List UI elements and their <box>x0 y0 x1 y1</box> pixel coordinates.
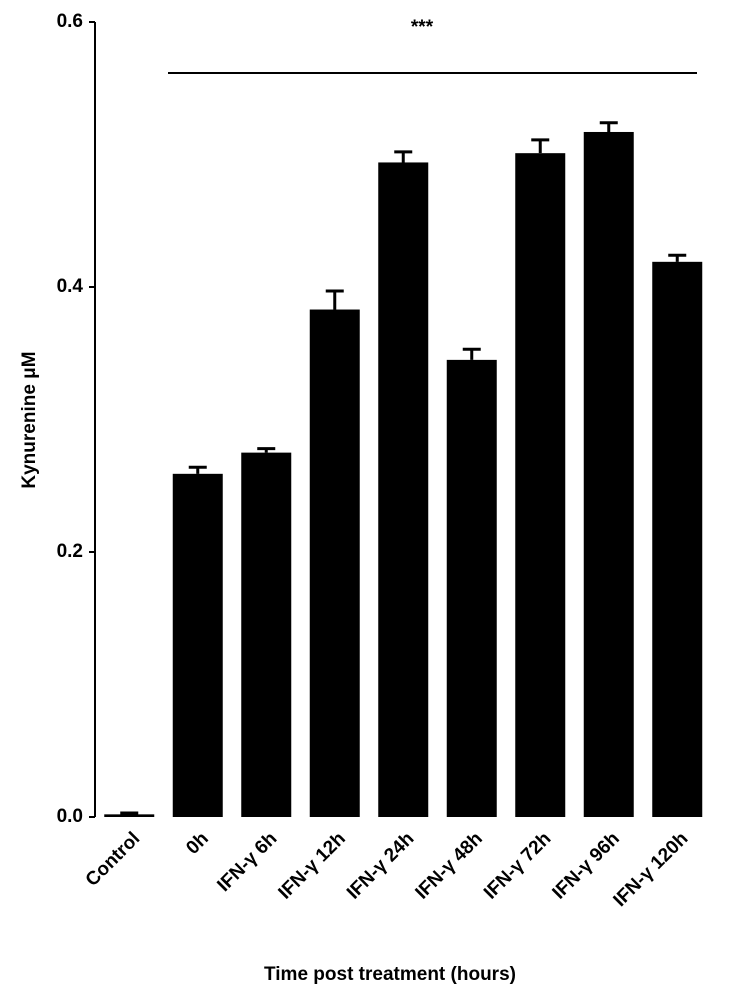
x-tick-label: IFN-γ 120h <box>610 828 693 911</box>
error-bar <box>188 465 207 474</box>
error-bar <box>462 347 481 360</box>
bar <box>515 153 566 818</box>
x-tick-label: Control <box>82 828 145 891</box>
x-tick-label: 0h <box>182 828 213 859</box>
bar <box>583 131 634 818</box>
x-tick-label: IFN-γ 24h <box>343 828 418 903</box>
error-bar <box>599 121 618 132</box>
x-tick-label: IFN-γ 48h <box>412 828 487 903</box>
x-tick-label: IFN-γ 72h <box>480 828 555 903</box>
error-bar <box>531 138 550 154</box>
error-bar <box>394 150 413 163</box>
bar <box>309 309 360 817</box>
bar <box>104 814 155 817</box>
error-bar <box>120 811 139 815</box>
y-tick-label: 0.6 <box>57 11 83 32</box>
error-bar <box>257 447 276 453</box>
significance-label: *** <box>411 17 434 38</box>
x-tick-label: IFN-γ 12h <box>275 828 350 903</box>
y-tick-label: 0.2 <box>57 541 83 562</box>
bar <box>378 162 429 817</box>
bar <box>652 261 703 817</box>
x-tick-label: IFN-γ 6h <box>213 828 281 896</box>
x-axis-label: Time post treatment (hours) <box>264 964 516 985</box>
bar <box>446 359 497 817</box>
error-bar <box>325 289 344 310</box>
y-tick-label: 0.4 <box>57 276 84 297</box>
bar <box>241 452 292 817</box>
error-bar <box>668 253 687 262</box>
y-tick-label: 0.0 <box>57 806 83 827</box>
y-axis-label: Kynurenine μM <box>19 351 40 488</box>
bar <box>172 473 223 817</box>
